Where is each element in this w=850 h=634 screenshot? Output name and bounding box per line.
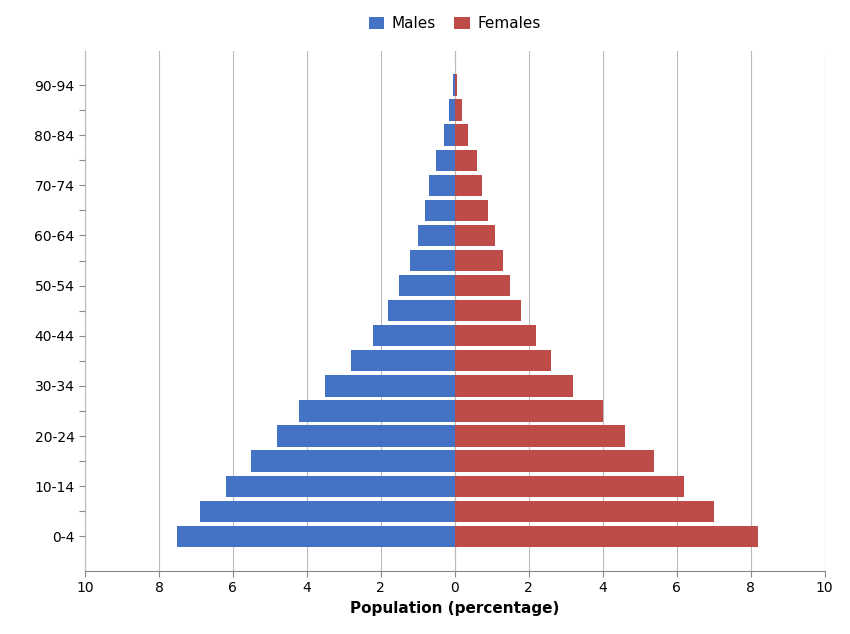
Bar — [436, 150, 455, 171]
Bar — [455, 325, 536, 346]
Bar — [455, 476, 684, 497]
Bar — [455, 100, 462, 120]
Bar — [225, 476, 455, 497]
Bar — [429, 174, 455, 196]
Bar — [455, 526, 758, 547]
Bar — [417, 225, 455, 246]
Bar — [252, 450, 455, 472]
Bar — [455, 124, 468, 146]
Bar — [326, 375, 455, 396]
Bar — [455, 174, 483, 196]
Bar — [455, 425, 625, 447]
Bar — [455, 225, 496, 246]
Bar — [388, 300, 455, 321]
Bar — [178, 526, 455, 547]
Bar — [449, 100, 455, 120]
Bar — [455, 400, 603, 422]
Bar — [453, 74, 455, 96]
Legend: Males, Females: Males, Females — [365, 11, 545, 36]
Bar — [455, 450, 654, 472]
Bar — [455, 375, 573, 396]
Bar — [455, 300, 521, 321]
Bar — [455, 74, 456, 96]
Bar — [455, 150, 477, 171]
Bar — [455, 350, 551, 372]
Bar — [425, 200, 455, 221]
Bar — [299, 400, 455, 422]
Bar — [455, 501, 714, 522]
Bar — [351, 350, 455, 372]
Bar — [277, 425, 455, 447]
Bar — [455, 200, 488, 221]
Bar — [455, 250, 503, 271]
Bar — [411, 250, 455, 271]
Bar — [200, 501, 455, 522]
Bar — [373, 325, 455, 346]
Bar — [444, 124, 455, 146]
Bar — [455, 275, 510, 296]
X-axis label: Population (percentage): Population (percentage) — [350, 600, 559, 616]
Bar — [400, 275, 455, 296]
